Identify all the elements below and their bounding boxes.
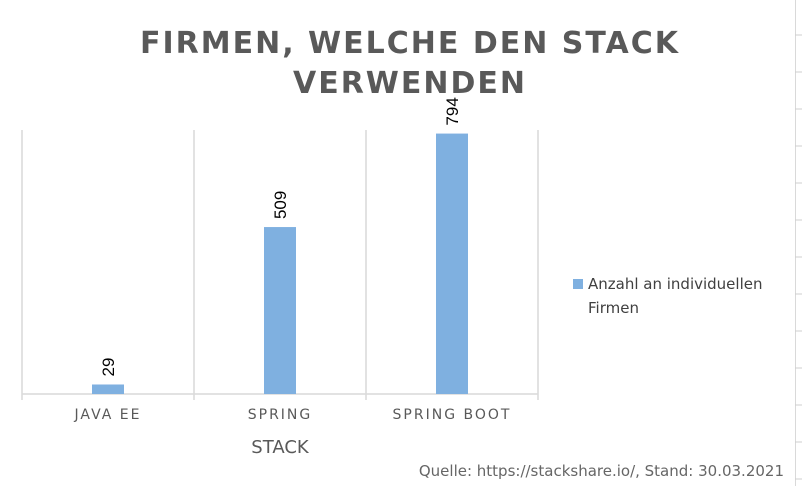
bar <box>436 133 468 394</box>
data-label: 794 <box>443 97 462 125</box>
x-axis-title: STACK <box>251 437 310 458</box>
bar <box>92 384 124 394</box>
data-label: 509 <box>271 191 290 219</box>
x-tick-label: SPRING <box>248 407 313 423</box>
legend: Anzahl an individuellen Firmen <box>573 272 788 320</box>
chart-title: FIRMEN, WELCHE DEN STACK VERWENDEN <box>140 26 680 101</box>
x-tick-label: SPRING BOOT <box>393 407 512 423</box>
bar <box>264 227 296 394</box>
source-note: Quelle: https://stackshare.io/, Stand: 3… <box>418 462 784 480</box>
legend-label: Anzahl an individuellen Firmen <box>588 275 763 317</box>
x-tick-label: JAVA EE <box>74 407 142 423</box>
data-label: 29 <box>99 358 118 377</box>
right-edge-ticks <box>795 34 802 480</box>
legend-swatch <box>573 279 583 289</box>
